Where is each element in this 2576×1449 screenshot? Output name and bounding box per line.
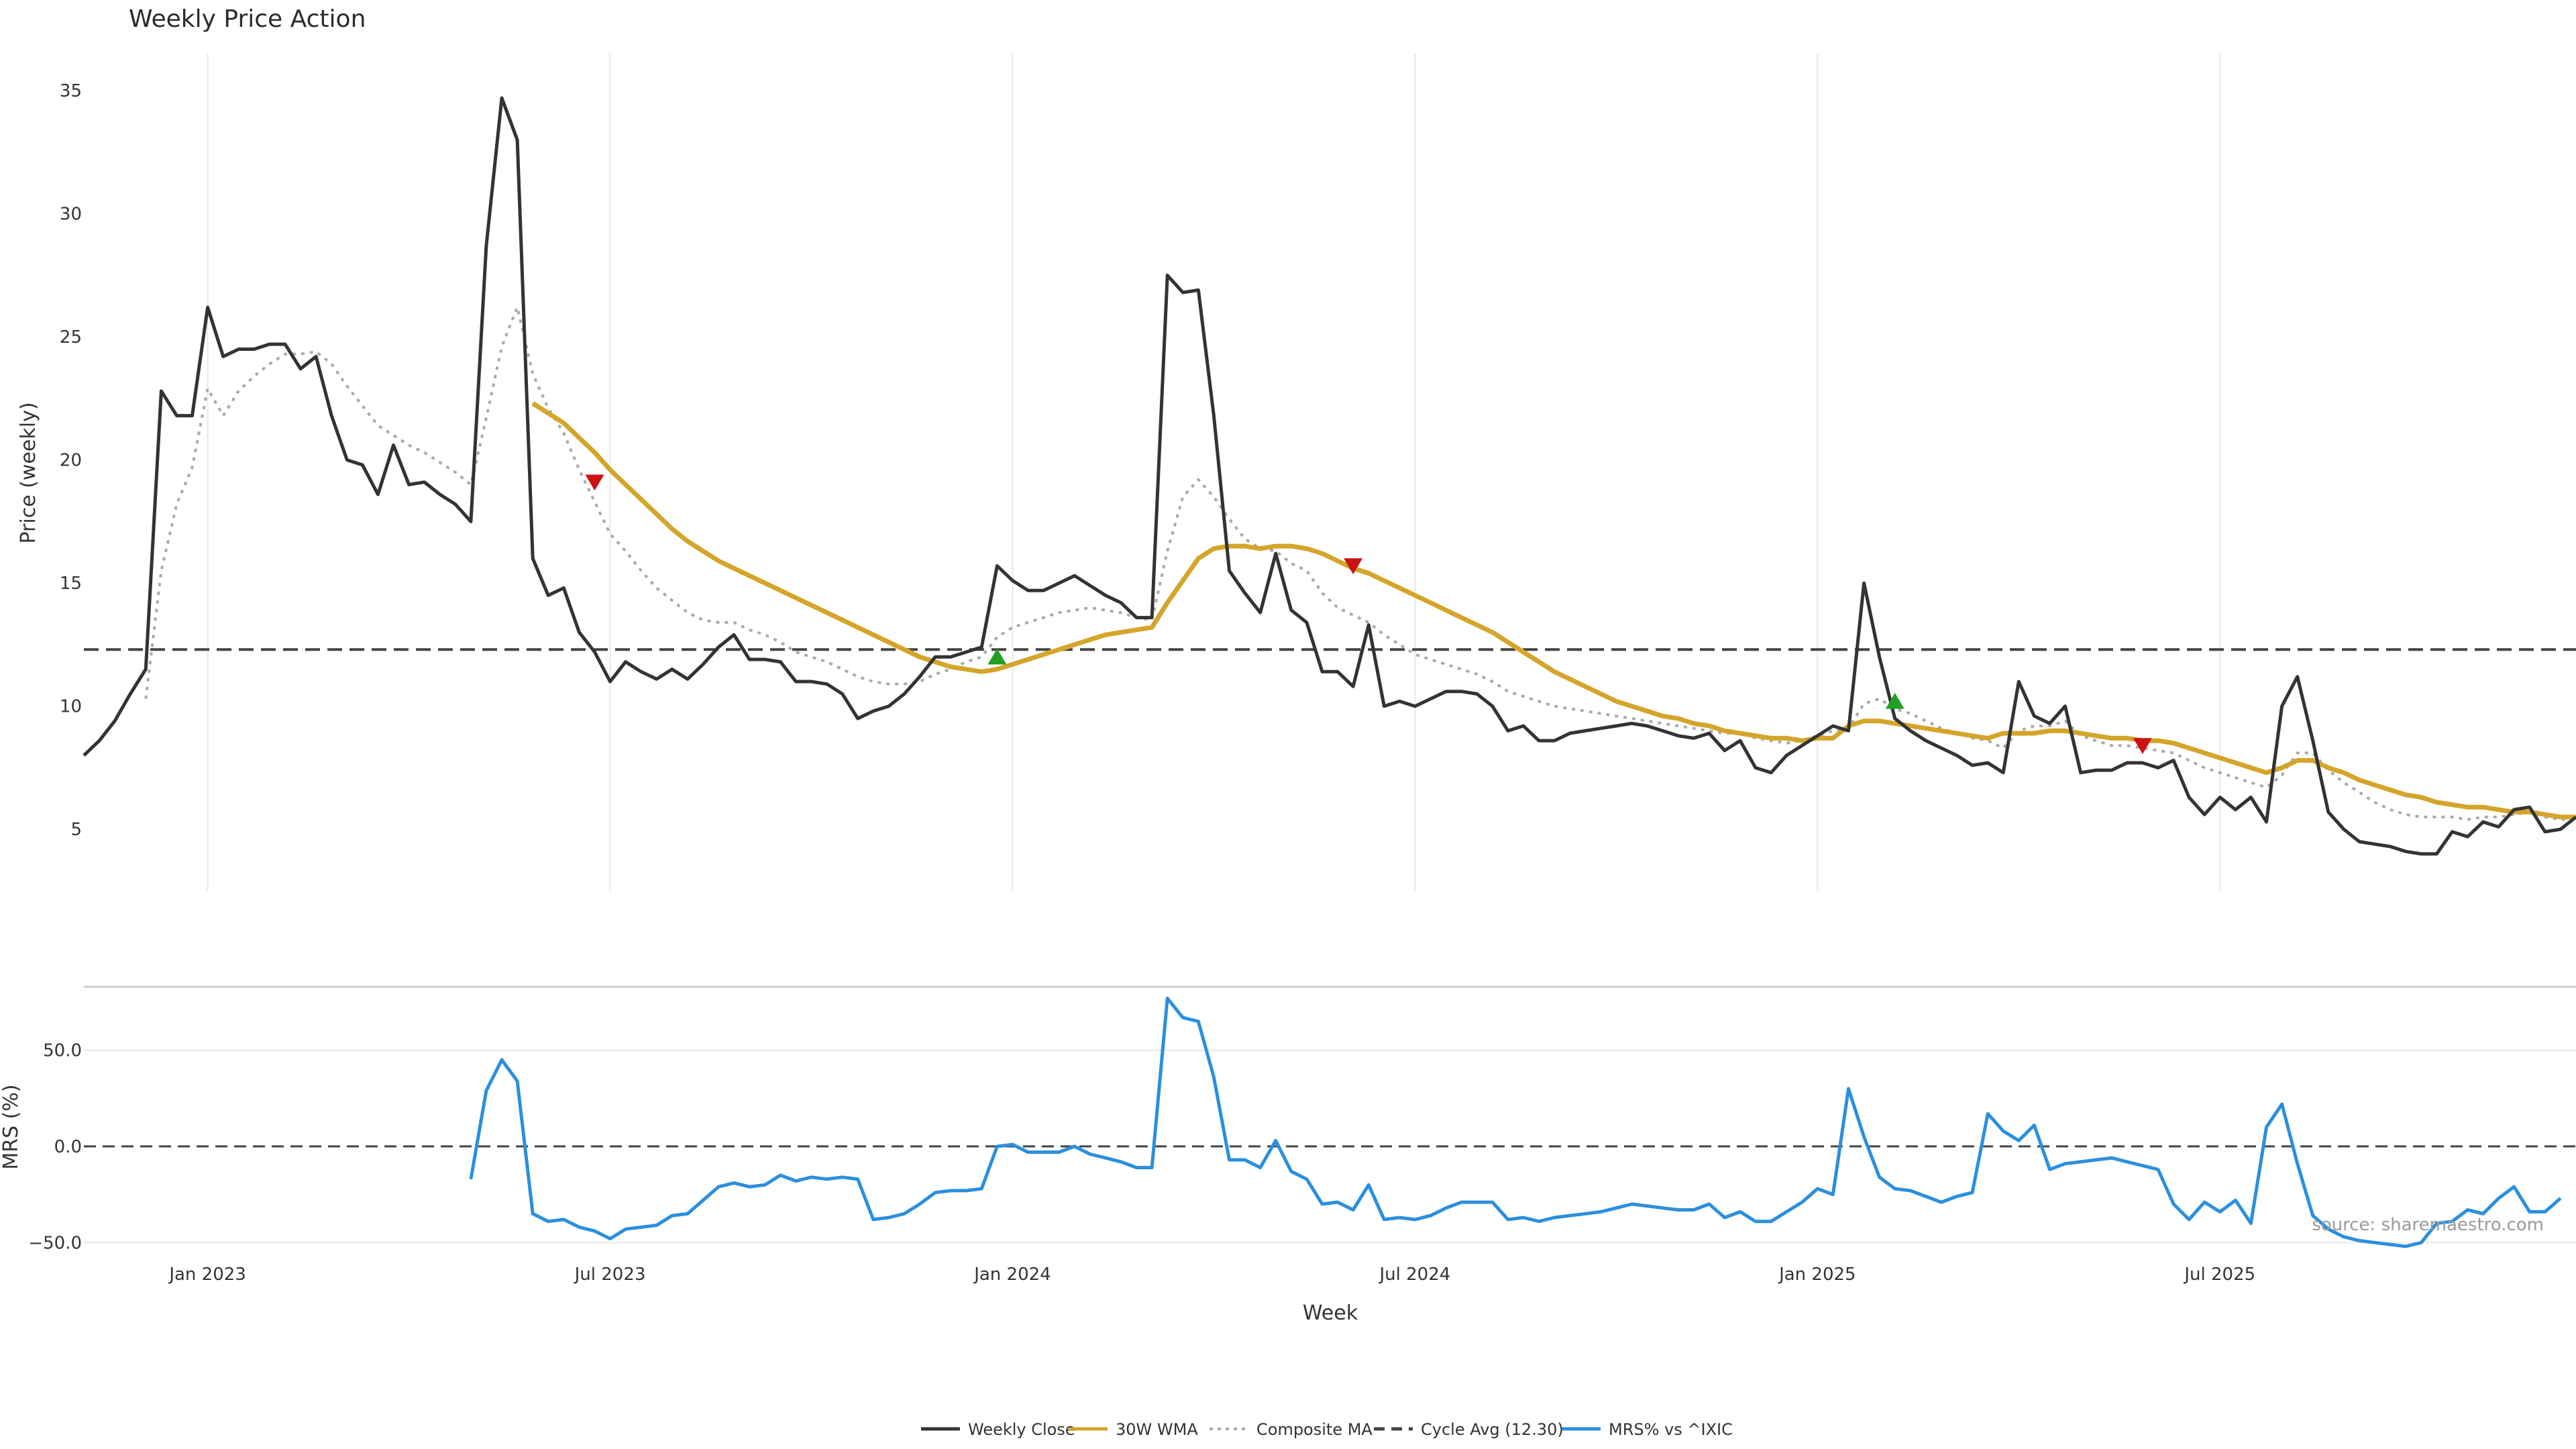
x-axis-label: Week: [1303, 1301, 1358, 1325]
price-y-tick-label: 35: [60, 81, 82, 101]
legend-item: Cycle Avg (12.30): [1374, 1420, 1564, 1439]
mrs-y-axis: 50.0 0.0 −50.0: [28, 1041, 82, 1254]
legend-label: MRS% vs ^IXIC: [1609, 1420, 1733, 1439]
composite-ma-line: [144, 306, 2576, 821]
price-plot-area: [83, 96, 2576, 856]
price-y-axis: 5 10 15 20 25 30 35: [60, 81, 82, 840]
chart-title: Weekly Price Action: [129, 5, 366, 33]
legend-label: 30W WMA: [1116, 1420, 1198, 1439]
price-y-tick-label: 15: [60, 574, 82, 594]
sell-signal-marker: [1344, 558, 1363, 575]
legend-label: Composite MA: [1256, 1420, 1373, 1439]
sell-signal-marker: [585, 474, 604, 491]
legend-label: Weekly Close: [968, 1420, 1075, 1439]
legend-item: MRS% vs ^IXIC: [1562, 1420, 1733, 1439]
source-note: source: sharemaestro.com: [2312, 1215, 2544, 1235]
buy-signal-marker: [1885, 692, 1904, 709]
x-axis: Jan 2023 Jul 2023 Jan 2024 Jul 2024 Jan 2025…: [168, 1265, 2255, 1285]
price-y-tick-label: 20: [60, 451, 82, 471]
x-tick-label: Jan 2024: [973, 1265, 1051, 1285]
mrs-y-tick-label: −50.0: [28, 1233, 82, 1253]
x-tick-label: Jul 2024: [1379, 1265, 1451, 1285]
grid: [84, 54, 2576, 1244]
mrs-y-tick-label: 0.0: [54, 1137, 82, 1157]
price-y-tick-label: 5: [70, 820, 82, 840]
legend-item: Weekly Close: [921, 1420, 1075, 1439]
legend-item: Composite MA: [1210, 1420, 1373, 1439]
mrs-y-tick-label: 50.0: [43, 1041, 82, 1061]
sell-signal-marker: [2133, 738, 2152, 755]
mrs-line: [469, 996, 2562, 1248]
wma-30w-line: [531, 401, 2576, 820]
buy-signal-marker: [987, 648, 1007, 665]
price-y-tick-label: 30: [60, 205, 82, 225]
price-y-axis-label: Price (weekly): [17, 402, 40, 543]
x-tick-label: Jul 2025: [2183, 1265, 2255, 1285]
price-y-tick-label: 25: [60, 327, 82, 347]
x-tick-label: Jul 2023: [574, 1265, 646, 1285]
legend-item: 30W WMA: [1069, 1420, 1198, 1439]
x-tick-label: Jan 2023: [168, 1265, 246, 1285]
x-tick-label: Jan 2025: [1778, 1265, 1856, 1285]
price-y-tick-label: 10: [60, 697, 82, 717]
weekly-close-line: [83, 96, 2576, 856]
mrs-plot-area: [84, 996, 2576, 1248]
mrs-y-axis-label: MRS (%): [0, 1084, 23, 1169]
legend-label: Cycle Avg (12.30): [1421, 1420, 1564, 1439]
legend: Weekly Close 30W WMA Composite MA Cycle Avg…: [921, 1420, 1733, 1439]
